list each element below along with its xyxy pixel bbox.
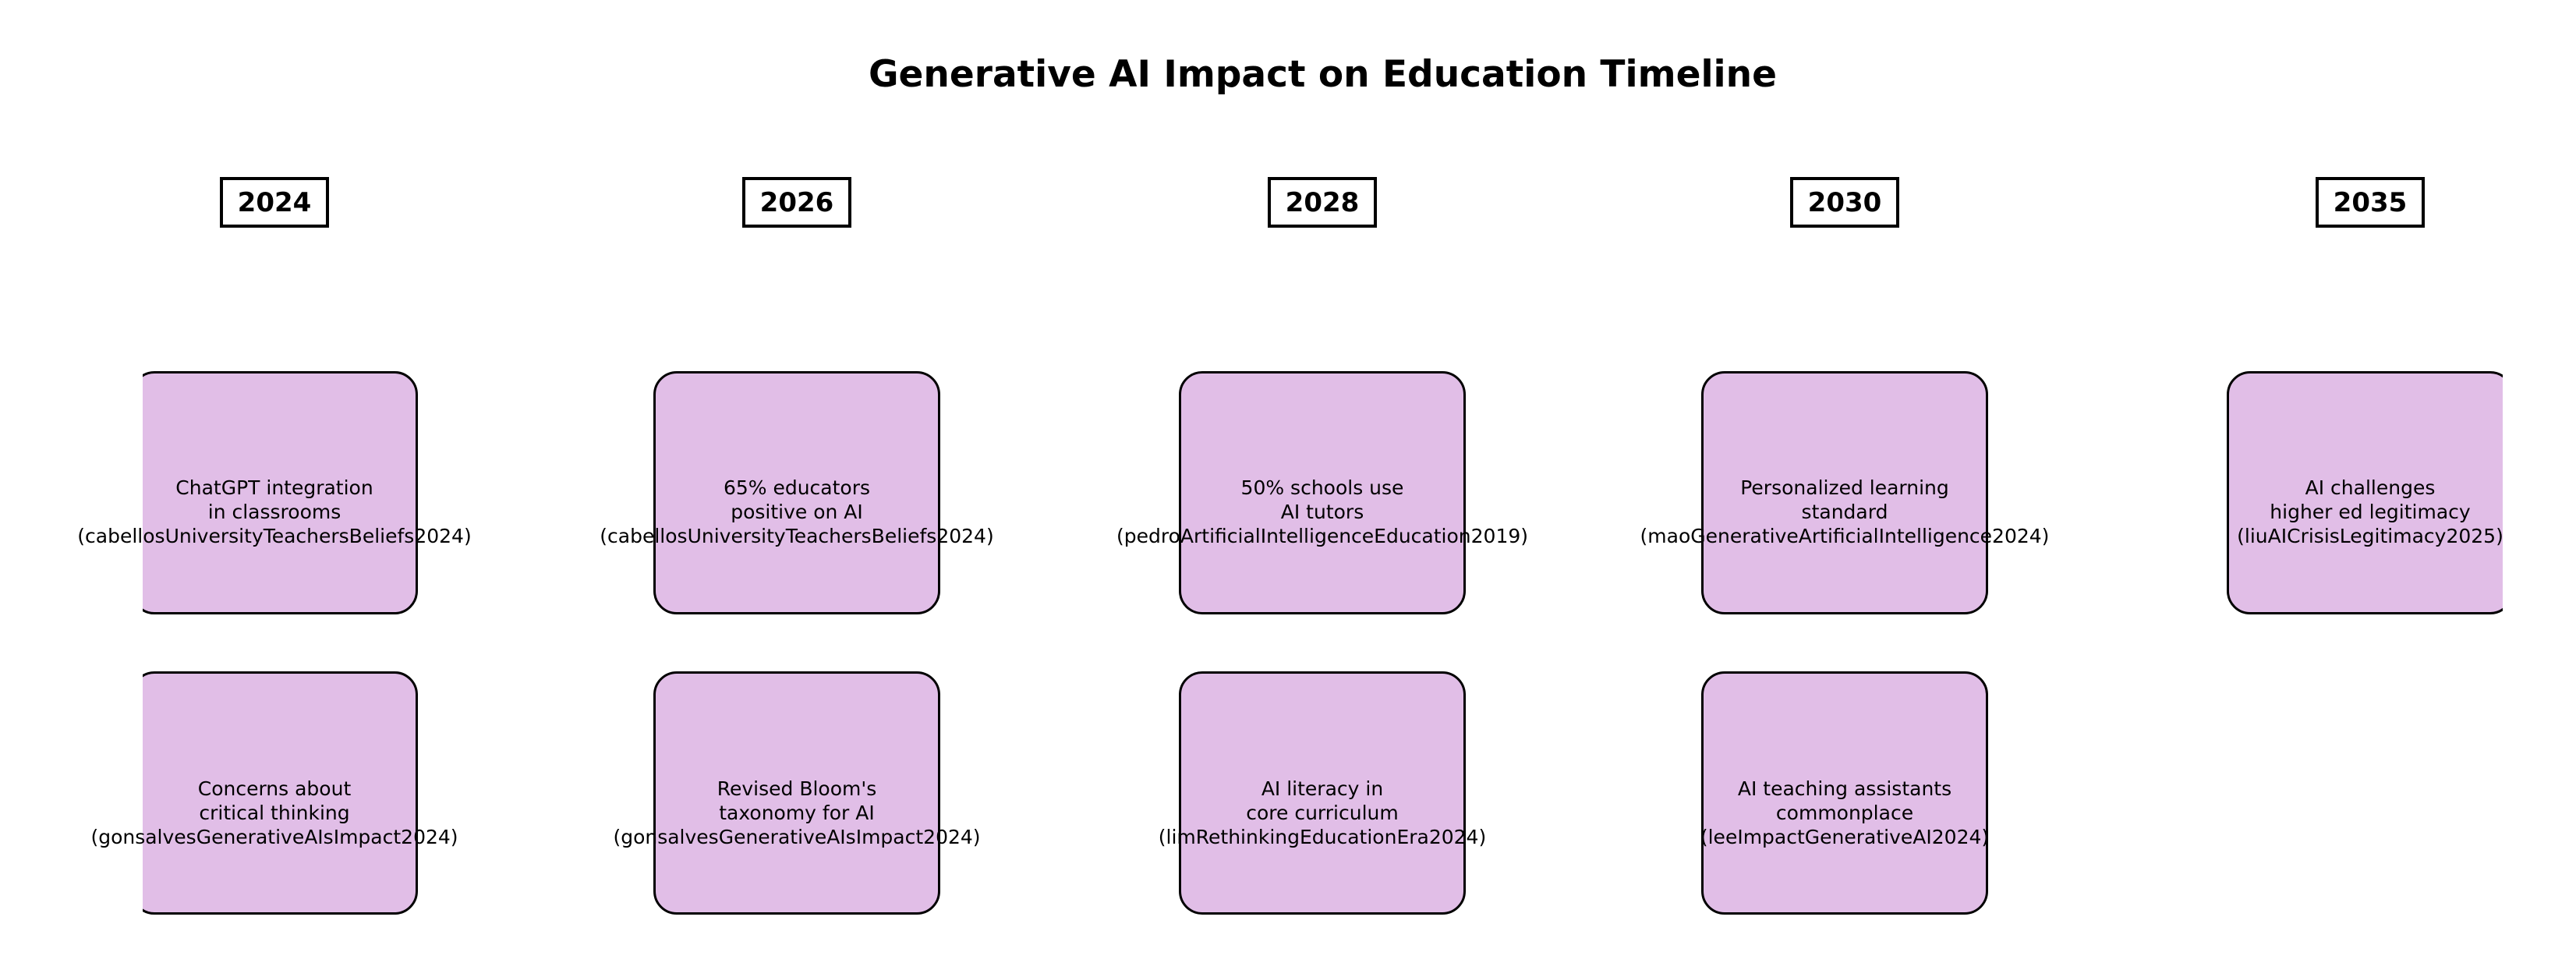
event-text: Concerns about critical thinking bbox=[197, 777, 352, 824]
event-2030-2: AI teaching assistants commonplace (leeI… bbox=[1533, 777, 2157, 849]
year-label: 2035 bbox=[2333, 186, 2408, 218]
event-citation: (gonsalvesGenerativeAIsImpact2024) bbox=[613, 826, 981, 848]
event-2028-1: 50% schools use AI tutors (pedroArtifici… bbox=[1010, 476, 1634, 548]
event-box-2026-2 bbox=[653, 671, 940, 915]
event-citation: (gonsalvesGenerativeAIsImpact2024) bbox=[90, 826, 458, 848]
event-citation: (cabellosUniversityTeachersBeliefs2024) bbox=[600, 525, 994, 547]
event-citation: (liuAICrisisLegitimacy2025) bbox=[2237, 525, 2503, 547]
event-2030-1: Personalized learning standard (maoGener… bbox=[1533, 476, 2157, 548]
event-2024-2: Concerns about critical thinking (gonsal… bbox=[0, 777, 586, 849]
event-text: 50% schools use AI tutors bbox=[1240, 476, 1404, 523]
event-citation: (leeImpactGenerativeAI2024) bbox=[1700, 826, 1990, 848]
event-2026-1: 65% educators positive on AI (cabellosUn… bbox=[485, 476, 1109, 548]
timeline-title: Generative AI Impact on Education Timeli… bbox=[868, 53, 1778, 96]
year-box-2024: 2024 bbox=[220, 177, 329, 228]
event-box-2028-1 bbox=[1179, 371, 1466, 614]
year-label: 2024 bbox=[237, 186, 312, 218]
event-text: AI challenges higher ed legitimacy bbox=[2270, 476, 2471, 523]
event-box-2024-2 bbox=[143, 671, 418, 915]
year-box-2026: 2026 bbox=[742, 177, 851, 228]
event-citation: (limRethinkingEducationEra2024) bbox=[1158, 826, 1487, 848]
event-box-2030-1 bbox=[1701, 371, 1988, 614]
event-2035-1: AI challenges higher ed legitimacy (liuA… bbox=[2058, 476, 2576, 548]
event-text: Revised Bloom's taxonomy for AI bbox=[717, 777, 877, 824]
year-label: 2026 bbox=[759, 186, 834, 218]
year-label: 2030 bbox=[1807, 186, 1882, 218]
event-text: 65% educators positive on AI bbox=[723, 476, 871, 523]
event-box-2028-2 bbox=[1179, 671, 1466, 915]
event-text: AI teaching assistants commonplace bbox=[1737, 777, 1952, 824]
year-box-2028: 2028 bbox=[1268, 177, 1377, 228]
year-box-2030: 2030 bbox=[1790, 177, 1899, 228]
event-2026-2: Revised Bloom's taxonomy for AI (gonsalv… bbox=[485, 777, 1109, 849]
event-box-2026-1 bbox=[653, 371, 940, 614]
event-2024-1: ChatGPT integration in classrooms (cabel… bbox=[0, 476, 586, 548]
event-citation: (pedroArtificialIntelligenceEducation201… bbox=[1116, 525, 1529, 547]
event-box-2035-1 bbox=[2227, 371, 2503, 614]
year-label: 2028 bbox=[1285, 186, 1360, 218]
event-citation: (cabellosUniversityTeachersBeliefs2024) bbox=[77, 525, 472, 547]
event-box-2024-1 bbox=[143, 371, 418, 614]
year-box-2035: 2035 bbox=[2316, 177, 2425, 228]
event-text: AI literacy in core curriculum bbox=[1246, 777, 1399, 824]
plot-clip-region bbox=[143, 0, 2503, 977]
event-2028-2: AI literacy in core curriculum (limRethi… bbox=[1010, 777, 1634, 849]
event-text: Personalized learning standard bbox=[1740, 476, 1949, 523]
event-citation: (maoGenerativeArtificialIntelligence2024… bbox=[1640, 525, 2050, 547]
event-box-2030-2 bbox=[1701, 671, 1988, 915]
event-text: ChatGPT integration in classrooms bbox=[175, 476, 373, 523]
